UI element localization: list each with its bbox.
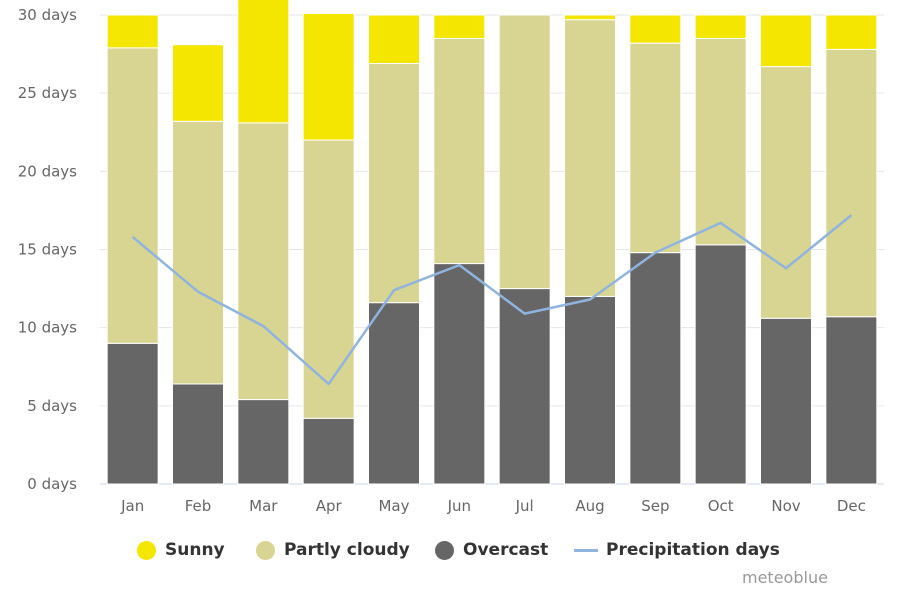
- legend-label-partly-cloudy: Partly cloudy: [284, 540, 410, 560]
- bar-overcast: [302, 417, 355, 485]
- bar-sunny: [760, 14, 812, 68]
- bar-partly-cloudy: [694, 37, 747, 246]
- bar-partly-cloudy: [629, 42, 682, 254]
- bar-overcast: [172, 383, 224, 485]
- bar-partly-cloudy: [237, 122, 290, 401]
- bar-partly-cloudy: [564, 19, 616, 297]
- x-tick-label: Oct: [708, 497, 734, 515]
- bar-partly-cloudy: [433, 37, 486, 265]
- legend: Sunny Partly cloudy Overcast Precipitati…: [0, 540, 900, 570]
- x-tick-label: Aug: [575, 497, 604, 515]
- legend-label-sunny: Sunny: [165, 540, 225, 560]
- bar-overcast: [629, 252, 682, 485]
- bar-partly-cloudy: [172, 120, 224, 385]
- bar-overcast: [237, 399, 290, 485]
- bar-overcast: [825, 316, 878, 485]
- x-tick-label: Dec: [837, 497, 866, 515]
- y-tick-label: 15 days: [18, 241, 77, 259]
- y-tick-label: 30 days: [18, 6, 77, 24]
- y-tick-label: 25 days: [18, 84, 77, 102]
- x-tick-label: Jan: [120, 497, 144, 515]
- legend-overcast-marker-icon: [435, 540, 454, 560]
- bar-overcast: [433, 263, 486, 485]
- legend-precipitation-marker-icon: [574, 548, 598, 552]
- bar-sunny: [302, 12, 355, 141]
- bar-overcast: [368, 302, 420, 485]
- legend-item-sunny[interactable]: Sunny: [137, 540, 225, 560]
- bar-partly-cloudy: [760, 66, 812, 319]
- x-tick-label: Jul: [515, 497, 534, 515]
- legend-label-overcast: Overcast: [463, 540, 549, 560]
- y-tick-label: 10 days: [18, 319, 77, 337]
- legend-item-overcast[interactable]: Overcast: [435, 540, 548, 560]
- y-tick-label: 20 days: [18, 162, 77, 180]
- legend-item-precipitation-days[interactable]: Precipitation days: [574, 540, 780, 560]
- legend-item-partly-cloudy[interactable]: Partly cloudy: [256, 540, 410, 560]
- bar-sunny: [172, 44, 224, 122]
- legend-sunny-marker-icon: [137, 540, 156, 560]
- bar-partly-cloudy: [106, 47, 159, 344]
- x-tick-label: Apr: [316, 497, 343, 515]
- x-tick-label: Sep: [641, 497, 669, 515]
- x-tick-label: Jun: [447, 497, 471, 515]
- bar-sunny: [629, 14, 682, 44]
- bar-sunny: [564, 14, 616, 21]
- bar-overcast: [760, 317, 812, 485]
- bar-sunny: [106, 14, 159, 49]
- y-tick-label: 0 days: [27, 475, 77, 493]
- legend-label-precipitation-days: Precipitation days: [606, 540, 780, 560]
- chart: 0 days 5 days 10 days 15 days 20 days 25 days…: [18, 0, 884, 515]
- bar-overcast: [498, 288, 551, 485]
- bar-overcast: [564, 295, 616, 485]
- bar-partly-cloudy: [302, 139, 355, 419]
- legend-partly-cloudy-marker-icon: [256, 540, 275, 560]
- line-precipitation-days: [131, 214, 853, 386]
- y-tick-label: 5 days: [27, 397, 77, 415]
- x-tick-label: Feb: [185, 497, 212, 515]
- bar-partly-cloudy: [498, 14, 551, 290]
- bar-sunny: [237, 0, 290, 124]
- x-tick-label: Mar: [249, 497, 278, 515]
- bar-sunny: [433, 14, 486, 39]
- bar-sunny: [368, 14, 420, 64]
- bar-sunny: [825, 14, 878, 50]
- x-tick-label: Nov: [771, 497, 800, 515]
- credit-text[interactable]: meteoblue: [742, 568, 828, 587]
- x-tick-label: May: [378, 497, 409, 515]
- bar-overcast: [694, 244, 747, 485]
- bar-partly-cloudy: [825, 48, 878, 318]
- bar-overcast: [106, 342, 159, 485]
- bar-partly-cloudy: [368, 62, 420, 304]
- bar-sunny: [694, 14, 747, 39]
